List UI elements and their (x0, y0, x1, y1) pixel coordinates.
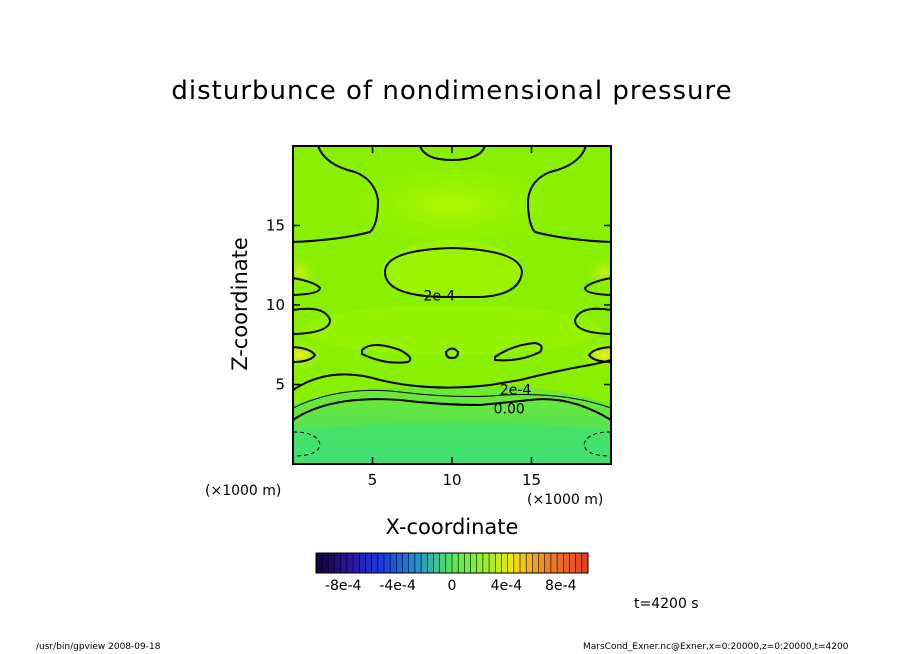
chart-title: disturbunce of nondimensional pressure (171, 76, 733, 106)
colorbar-cell (365, 553, 373, 573)
colorbar-tick-label: 0 (448, 578, 457, 594)
colorbar-cell (458, 553, 465, 573)
colorbar-cell (377, 553, 385, 573)
y-axis-label: Z-coordinate (228, 237, 252, 371)
colorbar-cell (328, 553, 336, 573)
colorbar-cell (482, 553, 490, 573)
colorbar-cell (544, 553, 552, 573)
colorbar-cell (334, 553, 342, 573)
colorbar-cell (421, 553, 428, 573)
x-tick-label: 10 (442, 471, 461, 489)
colorbar-cell (569, 553, 577, 573)
colorbar-cell (402, 553, 410, 573)
colorbar-cell (384, 553, 391, 573)
contour-label: 0.00 (494, 401, 525, 417)
colorbar-cell (433, 553, 441, 573)
colorbar-cell (575, 553, 583, 573)
colorbar-cell (501, 553, 509, 573)
colorbar-cell (520, 553, 527, 573)
colorbar-cell (316, 553, 323, 573)
contour-label-layer: 2e-4 2e-4 0.00 (424, 288, 532, 417)
colorbar-cell (476, 553, 484, 573)
contour-field (293, 146, 611, 464)
x-tick-label: 5 (368, 471, 378, 489)
contour-lines (293, 146, 611, 421)
colorbar-cell (550, 553, 558, 573)
colorbar-cell (427, 553, 434, 573)
colorbar-tick-label: 8e-4 (545, 578, 577, 594)
colorbar-frame (315, 552, 589, 574)
axis-tick-labels: 5 10 15 5 10 15 (266, 217, 541, 490)
colorbar-cell (452, 553, 459, 573)
colorbar-cell (396, 553, 404, 573)
x-axis-label: X-coordinate (385, 515, 519, 539)
contour-label: 2e-4 (500, 382, 532, 398)
contour-label: 2e-4 (424, 288, 456, 304)
colorbar-cell (526, 553, 533, 573)
colorbar-cell (513, 553, 521, 573)
colorbar-cell (445, 553, 453, 573)
y-tick-label: 5 (275, 376, 285, 394)
colorbar-cell (346, 553, 354, 573)
time-label: t=4200 s (634, 596, 699, 612)
colorbar-cell (408, 553, 416, 573)
colorbar-cell (532, 553, 540, 573)
x-unit-note: (×1000 m) (527, 492, 604, 508)
colorbar-cell (371, 553, 379, 573)
colorbar-tick-label: -8e-4 (325, 578, 362, 594)
footer-program: /usr/bin/gpview 2008-09-18 (36, 642, 161, 652)
colorbar-cell (414, 553, 422, 573)
colorbar-cell (507, 553, 515, 573)
footer-source: MarsCond_Exner.nc@Exner,x=0:20000,z=0:20… (583, 642, 849, 652)
colorbar-cell (353, 553, 360, 573)
colorbar-cell (390, 553, 397, 573)
z-unit-note: (×1000 m) (205, 483, 282, 499)
colorbar-cell (495, 553, 502, 573)
colorbar-tick-label: -4e-4 (379, 578, 416, 594)
axis-ticks (293, 146, 611, 464)
thin-contour (293, 389, 611, 409)
colorbar-tick-label: 4e-4 (491, 578, 523, 594)
colorbar-cell (470, 553, 478, 573)
colorbar-cell (439, 553, 447, 573)
colorbar-cell (322, 553, 329, 573)
colorbar-cell (563, 553, 570, 573)
y-tick-label: 10 (266, 296, 285, 314)
dashed-contours (293, 431, 611, 457)
colorbar-cell (538, 553, 546, 573)
colorbar: -8e-4 -4e-4 0 4e-4 8e-4 (315, 552, 589, 594)
colorbar-cell (340, 553, 348, 573)
colorbar-cell (581, 553, 589, 573)
y-tick-label: 15 (266, 217, 285, 235)
colorbar-cell (359, 553, 366, 573)
x-tick-label: 15 (522, 471, 541, 489)
colorbar-cell (464, 553, 472, 573)
colorbar-cell (489, 553, 496, 573)
colorbar-cell (557, 553, 564, 573)
